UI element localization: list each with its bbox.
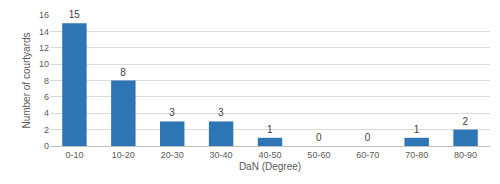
svg-text:50-60: 50-60 [307,150,330,160]
svg-text:10-20: 10-20 [112,150,135,160]
svg-text:Number of courtyards: Number of courtyards [21,32,32,128]
svg-text:1: 1 [267,124,273,135]
svg-text:40-50: 40-50 [258,150,281,160]
svg-text:12: 12 [39,43,49,53]
svg-text:80-90: 80-90 [454,150,477,160]
svg-text:14: 14 [39,27,49,37]
svg-text:0: 0 [365,132,371,143]
svg-text:4: 4 [44,108,49,118]
svg-text:0: 0 [44,141,49,151]
svg-text:60-70: 60-70 [356,150,379,160]
svg-text:16: 16 [39,10,49,20]
svg-text:70-80: 70-80 [405,150,428,160]
svg-text:10: 10 [39,59,49,69]
svg-text:15: 15 [69,9,81,20]
svg-text:3: 3 [169,107,175,118]
svg-text:DaN (Degree): DaN (Degree) [239,161,301,172]
svg-text:1: 1 [414,124,420,135]
svg-text:20-30: 20-30 [161,150,184,160]
svg-text:30-40: 30-40 [210,150,233,160]
svg-text:0: 0 [316,132,322,143]
svg-text:0-10: 0-10 [65,150,83,160]
svg-text:8: 8 [44,76,49,86]
svg-text:2: 2 [463,116,469,127]
svg-text:6: 6 [44,92,49,102]
svg-text:2: 2 [44,125,49,135]
svg-text:8: 8 [120,67,126,78]
svg-text:3: 3 [218,107,224,118]
